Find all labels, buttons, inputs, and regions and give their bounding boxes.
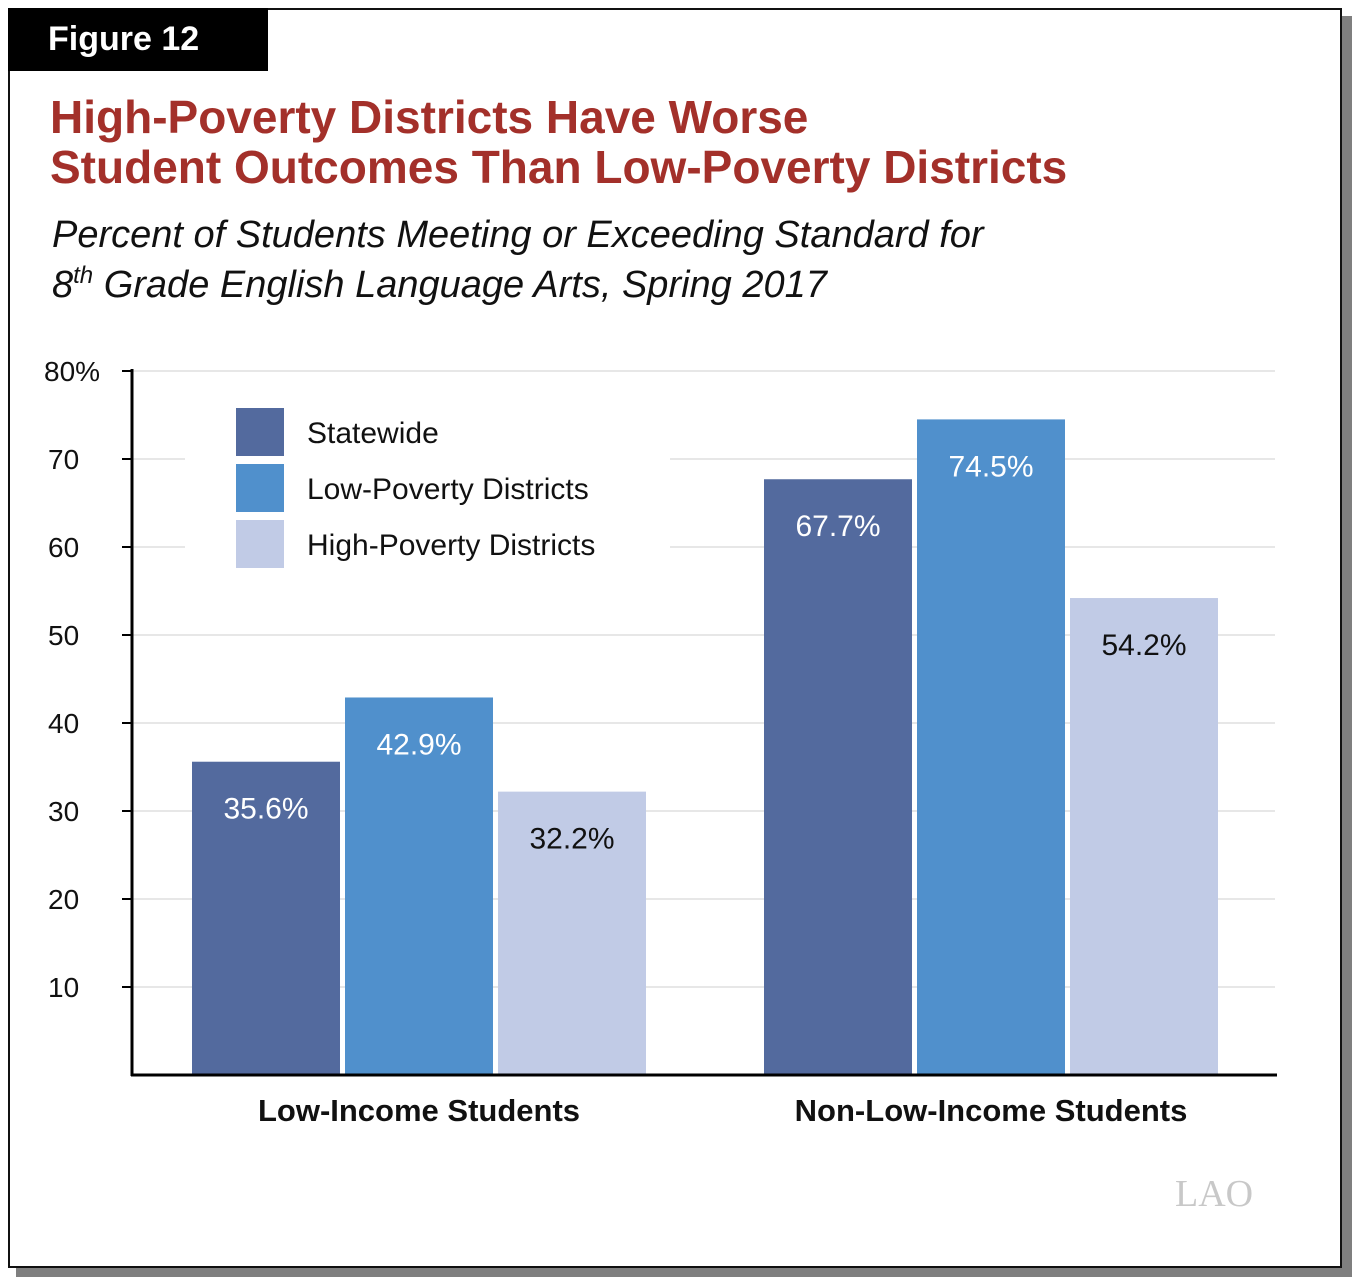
y-tick-label: 60 (48, 532, 79, 563)
bar-high-poverty-districts (498, 791, 646, 1075)
bar-low-poverty-districts (345, 697, 493, 1075)
subtitle-rest: Grade English Language Arts, Spring 2017 (93, 264, 827, 306)
data-label: 42.9% (376, 728, 461, 761)
legend-swatch (236, 464, 284, 512)
data-label: 74.5% (948, 450, 1033, 483)
legend-swatch (236, 408, 284, 456)
bar-low-poverty-districts (917, 419, 1065, 1075)
legend-label: Low-Poverty Districts (307, 473, 589, 506)
x-category-label: Low-Income Students (258, 1093, 580, 1128)
data-label: 35.6% (223, 793, 308, 826)
y-tick-label: 50 (48, 620, 79, 651)
y-tick-label: 10 (48, 972, 79, 1003)
title-line-2: Student Outcomes Than Low-Poverty Distri… (50, 141, 1068, 193)
y-tick-label: 70 (48, 444, 79, 475)
y-tick-label: 20 (48, 884, 79, 915)
x-category-label: Non-Low-Income Students (795, 1093, 1188, 1128)
bar-statewide (764, 479, 912, 1075)
bar-statewide (192, 761, 340, 1075)
y-tick-label: 40 (48, 708, 79, 739)
bar-high-poverty-districts (1070, 598, 1218, 1075)
legend-label: Statewide (307, 417, 439, 450)
legend-label: High-Poverty Districts (307, 529, 595, 562)
chart-subtitle: Percent of Students Meeting or Exceeding… (52, 210, 984, 310)
y-tick-label: 80% (44, 356, 100, 387)
subtitle-sup: th (73, 262, 94, 289)
title-line-1: High-Poverty Districts Have Worse (50, 91, 809, 143)
figure-label: Figure 12 (8, 8, 268, 71)
data-label: 54.2% (1101, 629, 1186, 662)
data-label: 67.7% (795, 510, 880, 543)
subtitle-line-2: 8th Grade English Language Arts, Spring … (52, 260, 984, 310)
chart-title: High-Poverty Districts Have Worse Studen… (50, 92, 1067, 192)
data-label: 32.2% (529, 823, 614, 856)
legend-swatch (236, 520, 284, 568)
subtitle-grade: 8 (52, 264, 74, 306)
subtitle-line-1: Percent of Students Meeting or Exceeding… (52, 214, 984, 256)
lao-logo: LAO (1175, 1173, 1254, 1215)
y-tick-label: 30 (48, 796, 79, 827)
